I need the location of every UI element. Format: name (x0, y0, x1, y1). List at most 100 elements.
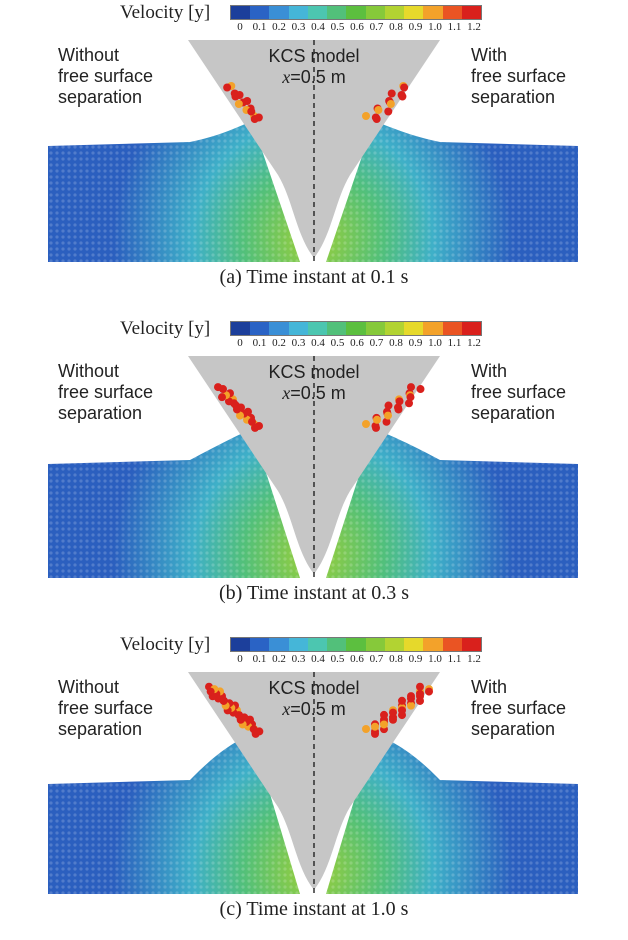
label-line: free surface (471, 698, 567, 718)
spray-particle (387, 89, 396, 98)
spray-particle (223, 83, 232, 92)
spray-particle (251, 423, 259, 432)
colorbar-ticks: 0 0.1 0.2 0.3 0.4 0.5 0.6 0.7 0.8 0.9 1.0 1.1 1.2 (226, 653, 488, 667)
colorbar-segment (461, 6, 482, 19)
spray-particle (407, 383, 415, 392)
spray-particle (362, 112, 370, 120)
colorbar-segment (327, 322, 347, 335)
colorbar-tick: 0.1 (252, 653, 267, 665)
spray-particle (372, 423, 380, 432)
velocity-label: Velocity [y] (120, 318, 211, 339)
colorbar-segment (384, 322, 405, 335)
colorbar-segment (423, 638, 443, 651)
colorbar-tick: 0.1 (252, 337, 267, 349)
label-line: With (471, 677, 507, 697)
label-line: separation (471, 719, 556, 739)
model-x-variable: x (282, 383, 291, 403)
colorbar-tick: 0.4 (311, 653, 325, 665)
colorbar-segment (288, 6, 308, 19)
colorbar-tick: 0.2 (272, 337, 286, 349)
colorbar-segment (365, 322, 385, 335)
spray-particle (425, 687, 433, 696)
colorbar-tick: 0.1 (252, 21, 267, 33)
colorbar-segment (365, 638, 385, 651)
model-x-variable: x (282, 67, 291, 87)
model-label: KCS model x=0.5 m (260, 362, 368, 404)
spray-particle (219, 385, 227, 394)
spray-particle (384, 107, 393, 116)
spray-particle (389, 708, 397, 717)
colorbar-tick: 1.2 (467, 337, 481, 349)
colorbar-tick: 0.5 (330, 653, 345, 665)
spray-particle (407, 694, 415, 703)
colorbar-segment (461, 322, 482, 335)
colorbar-tick: 1.1 (447, 337, 462, 349)
label-line: separation (58, 87, 143, 107)
colorbar-segment (442, 638, 462, 651)
spray-particle (374, 106, 383, 114)
colorbar-tick: 0.8 (389, 21, 403, 33)
label-line: free surface (471, 382, 567, 402)
spray-particle (248, 417, 256, 426)
colorbar-segment (346, 6, 366, 19)
spray-particle (362, 420, 370, 428)
colorbar-tick: 0.8 (389, 337, 403, 349)
label-line: With (471, 45, 507, 65)
spray-particle (389, 715, 397, 724)
spray-particle (394, 405, 403, 414)
label-without-separation: Without free surface separation (58, 677, 153, 740)
spray-particle (386, 100, 395, 108)
spray-particle (384, 401, 393, 410)
spray-particle (406, 393, 415, 402)
spray-particle (206, 687, 215, 696)
label-line: free surface (471, 66, 567, 86)
colorbar-tick: 0.3 (291, 653, 306, 665)
colorbar-tick: 1.0 (428, 653, 442, 665)
spray-particle (230, 399, 238, 408)
spray-particle (398, 92, 407, 101)
spray-particle (395, 397, 404, 406)
spray-particle (416, 385, 425, 394)
colorbar-tick: 0.6 (350, 337, 364, 349)
model-label: KCS model x=0.5 m (260, 46, 368, 88)
colorbar-tick: 1.2 (467, 653, 481, 665)
colorbar-tick: 0.7 (369, 337, 384, 349)
colorbar-segment (442, 6, 462, 19)
colorbar-ticks: 0 0.1 0.2 0.3 0.4 0.5 0.6 0.7 0.8 0.9 1.0 1.1 1.2 (226, 337, 488, 351)
spray-particle (371, 722, 379, 731)
panel-2: Velocity [y] 0 0.1 0.2 0.3 0.4 0.5 0.6 0.7 0.8 0.9… (0, 316, 628, 624)
colorbar-tick: 0.4 (311, 21, 325, 33)
simulation-view (48, 356, 578, 578)
colorbar-tick: 0.3 (291, 337, 306, 349)
label-line: free surface (58, 382, 154, 402)
colorbar-segment (327, 638, 347, 651)
label-with-separation: With free surface separation (471, 361, 566, 424)
spray-particle (218, 393, 226, 402)
label-line: free surface (58, 66, 154, 86)
colorbar-segment (288, 638, 308, 651)
label-line: Without (58, 45, 120, 65)
colorbar-segment (269, 322, 289, 335)
colorbar-tick: 0.4 (311, 337, 325, 349)
colorbar-segment (231, 6, 251, 19)
label-without-separation: Without free surface separation (58, 45, 153, 108)
colorbar-segment (461, 638, 482, 651)
colorbar-segment (423, 6, 443, 19)
label-with-separation: With free surface separation (471, 45, 566, 108)
colorbar-tick: 0.6 (350, 653, 364, 665)
colorbar-tick: 0 (237, 337, 243, 349)
colorbar-segment (269, 6, 289, 19)
colorbar-segment (250, 638, 270, 651)
colorbar-segment (442, 322, 462, 335)
label-without-separation: Without free surface separation (58, 361, 153, 424)
simulation-view (48, 40, 578, 262)
spray-particle (234, 100, 243, 108)
colorbar-segment (346, 638, 366, 651)
colorbar-segment (384, 6, 405, 19)
panel-3: Velocity [y] 0 0.1 0.2 0.3 0.4 0.5 0.6 0.7 0.8 0.9… (0, 632, 628, 940)
spray-particle (236, 411, 244, 420)
model-name: KCS model (268, 362, 360, 382)
model-name: KCS model (268, 678, 360, 698)
colorbar-tick: 0.5 (330, 337, 345, 349)
model-position: x=0.5 m (260, 699, 368, 720)
